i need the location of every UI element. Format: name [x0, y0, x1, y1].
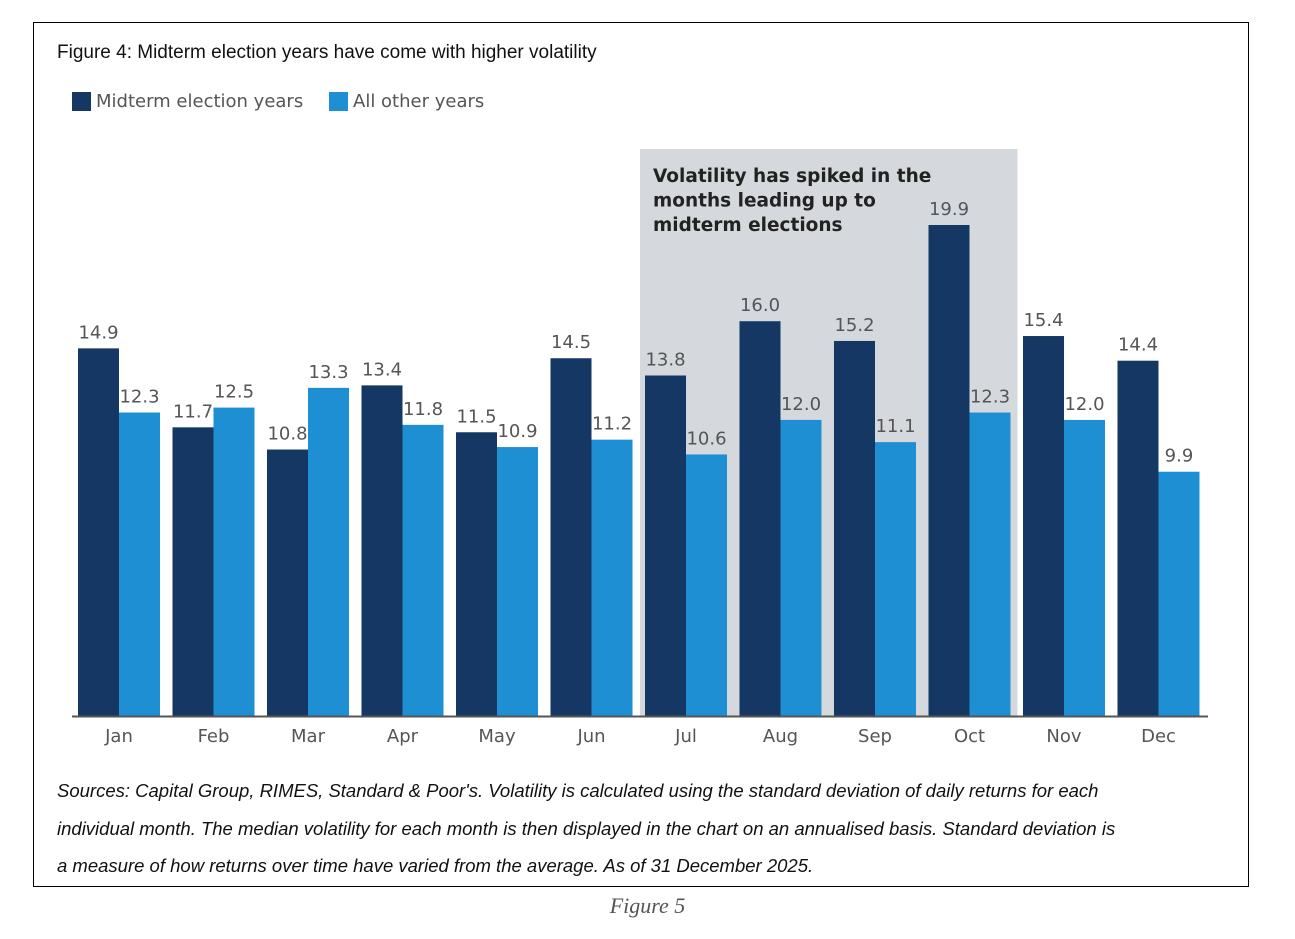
- bar-midterm-aug: [739, 321, 781, 716]
- bar-other-oct: [969, 412, 1011, 716]
- bar-midterm-jan: [78, 348, 119, 716]
- source-note-line-1: Sources: Capital Group, RIMES, Standard …: [57, 780, 1099, 801]
- x-tick-label: Oct: [954, 726, 985, 747]
- legend-item-other: All other years: [329, 91, 484, 112]
- data-label: 11.2: [592, 414, 632, 435]
- data-label: 14.5: [551, 332, 591, 353]
- bar-midterm-jun: [550, 358, 592, 716]
- bar-chart: Volatility has spiked in the months leadi…: [72, 149, 1208, 747]
- data-label: 10.8: [267, 424, 307, 445]
- bar-other-dec: [1158, 471, 1200, 716]
- data-label: 12.3: [119, 387, 159, 408]
- bar-midterm-mar: [267, 449, 308, 716]
- data-label: 14.4: [1118, 335, 1158, 356]
- legend-swatch-other: [329, 92, 348, 111]
- bar-midterm-feb: [172, 427, 214, 716]
- x-tick-label: Jun: [576, 726, 605, 747]
- highlight-annotation-line: midterm elections: [653, 215, 843, 236]
- data-label: 11.5: [456, 406, 496, 427]
- bar-other-jul: [686, 454, 727, 716]
- x-tick-label: Sep: [858, 726, 892, 747]
- bar-other-jan: [119, 412, 160, 716]
- data-label: 19.9: [929, 199, 969, 220]
- chart-title: Figure 4: Midterm election years have co…: [57, 42, 597, 63]
- x-tick-label: Apr: [387, 726, 419, 747]
- data-label: 12.5: [214, 382, 254, 403]
- data-label: 12.3: [970, 387, 1010, 408]
- bar-other-nov: [1064, 419, 1105, 716]
- data-label: 11.1: [875, 416, 915, 437]
- bar-midterm-jul: [645, 375, 686, 716]
- data-label: 10.6: [686, 428, 726, 449]
- bar-midterm-dec: [1117, 360, 1159, 716]
- legend-label-other: All other years: [353, 91, 485, 112]
- data-label: 11.8: [403, 399, 443, 420]
- bar-midterm-oct: [928, 225, 970, 716]
- x-tick-label: May: [478, 726, 516, 747]
- bar-other-mar: [308, 387, 349, 716]
- x-tick-label: Jul: [674, 726, 697, 747]
- data-label: 13.3: [308, 362, 348, 383]
- legend-swatch-midterm: [72, 92, 91, 111]
- bar-other-aug: [780, 419, 822, 716]
- source-note-line-3: a measure of how returns over time have …: [57, 855, 814, 876]
- figure-frame: [33, 22, 1249, 887]
- data-label: 11.7: [173, 401, 213, 422]
- x-tick-label: Aug: [763, 726, 798, 747]
- x-tick-label: Nov: [1046, 726, 1081, 747]
- bar-other-apr: [402, 424, 444, 716]
- bar-midterm-sep: [834, 340, 875, 716]
- data-label: 9.9: [1165, 446, 1194, 467]
- bar-other-may: [497, 447, 538, 716]
- x-tick-label: Dec: [1141, 726, 1176, 747]
- bar-other-feb: [213, 407, 255, 716]
- bar-midterm-apr: [361, 385, 403, 716]
- x-tick-label: Feb: [198, 726, 230, 747]
- bar-other-jun: [591, 439, 633, 716]
- data-label: 15.4: [1023, 310, 1063, 331]
- data-label: 13.8: [645, 350, 685, 371]
- data-label: 13.4: [362, 359, 402, 380]
- highlight-annotation-line: Volatility has spiked in the: [653, 166, 931, 187]
- highlight-annotation-line: months leading up to: [653, 191, 876, 212]
- data-label: 12.0: [781, 394, 821, 415]
- legend-item-midterm: Midterm election years: [72, 91, 303, 112]
- bar-midterm-may: [456, 432, 497, 716]
- data-label: 16.0: [740, 295, 780, 316]
- x-tick-label: Jan: [104, 726, 133, 747]
- source-note-line-2: individual month. The median volatility …: [57, 818, 1116, 839]
- legend-label-midterm: Midterm election years: [96, 91, 304, 112]
- data-label: 12.0: [1064, 394, 1104, 415]
- data-label: 10.9: [497, 421, 537, 442]
- bar-midterm-nov: [1023, 336, 1064, 716]
- data-label: 14.9: [78, 322, 118, 343]
- x-tick-label: Mar: [291, 726, 326, 747]
- figure-caption: Figure 5: [609, 893, 686, 918]
- data-label: 15.2: [834, 315, 874, 336]
- bar-other-sep: [875, 442, 916, 716]
